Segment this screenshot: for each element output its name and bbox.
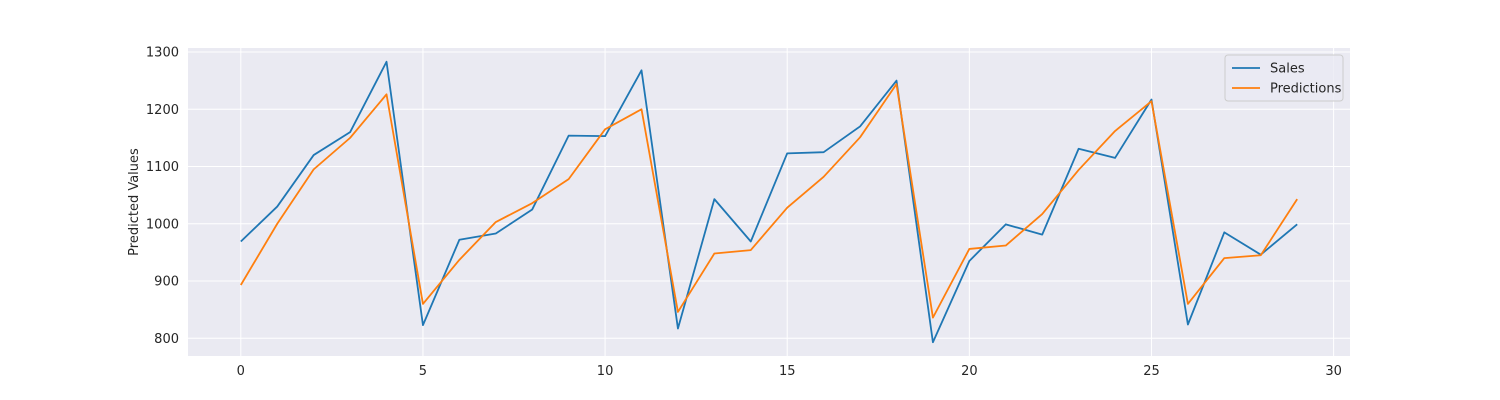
y-tick-label: 1100 (146, 160, 179, 175)
y-tick-label: 1200 (146, 103, 179, 118)
y-tick-label: 1300 (146, 46, 179, 61)
series-line-sales (240, 60, 1298, 344)
x-tick-label: 10 (597, 364, 614, 379)
x-tick-labels: 0 5 10 15 20 25 30 (237, 364, 1342, 379)
y-tick-label: 900 (154, 275, 179, 290)
x-tick-label: 30 (1325, 364, 1342, 379)
x-tick-label: 5 (419, 364, 427, 379)
x-tick-label: 20 (961, 364, 978, 379)
x-tick-label: 15 (779, 364, 796, 379)
legend-box (1224, 54, 1344, 102)
series-lines (240, 60, 1298, 344)
y-axis-label: Predicted Values (127, 148, 142, 256)
plot-area (188, 48, 1350, 356)
legend-label: Predictions (1270, 82, 1342, 97)
legend-label: Sales (1270, 62, 1305, 77)
x-tick-label: 25 (1143, 364, 1160, 379)
y-tick-label: 1000 (146, 217, 179, 232)
x-tick-label: 0 (237, 364, 245, 379)
series-line-predictions (240, 83, 1298, 319)
y-tick-labels: 800 900 1000 1100 1200 1300 (146, 46, 179, 347)
legend: Sales Predictions (1224, 54, 1344, 102)
y-tick-label: 800 (154, 332, 179, 347)
